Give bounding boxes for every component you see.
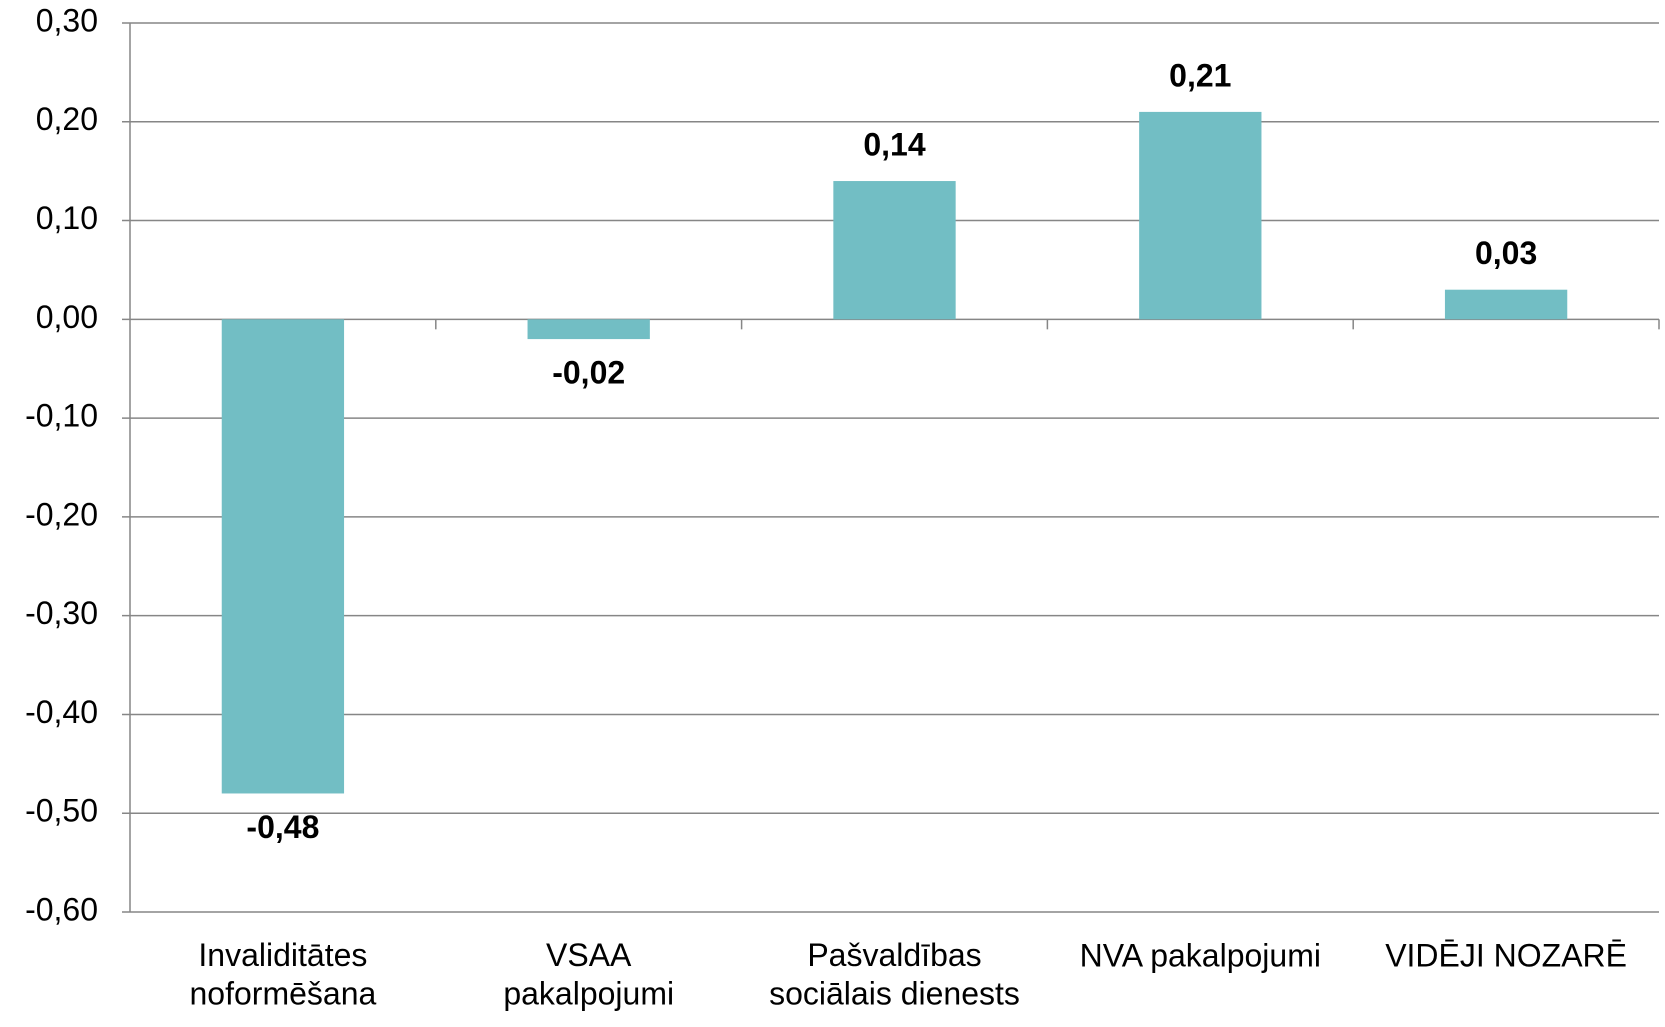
y-tick-label: -0,40 [25,694,98,730]
bar [1139,111,1262,320]
y-tick-label: 0,10 [36,200,98,236]
value-label: -0,02 [552,355,625,391]
y-tick-label: -0,60 [25,891,98,927]
x-tick-label: Invaliditātes noformēšana [190,937,377,1011]
value-label: -0,48 [246,809,319,845]
y-tick-label: 0,20 [36,101,98,137]
bar [1444,289,1568,320]
x-tick-label: Pašvaldības sociālais dienests [769,937,1020,1011]
y-tick-label: -0,20 [25,496,98,532]
x-tick-label: VIDĒJI NOZARĒ [1385,937,1627,973]
y-tick-label: 0,00 [36,299,98,335]
x-tick-label: NVA pakalpojumi [1080,937,1321,973]
bar [221,319,345,794]
bar [527,319,650,340]
y-tick-label: -0,30 [25,595,98,631]
value-label: 0,21 [1169,57,1231,93]
y-tick-label: 0,30 [36,2,98,38]
y-tick-label: -0,50 [25,793,98,829]
y-tick-label: -0,10 [25,398,98,434]
x-tick-label: VSAA pakalpojumi [503,937,674,1011]
value-label: 0,14 [863,126,925,162]
bar [833,181,956,320]
value-label: 0,03 [1475,235,1537,271]
